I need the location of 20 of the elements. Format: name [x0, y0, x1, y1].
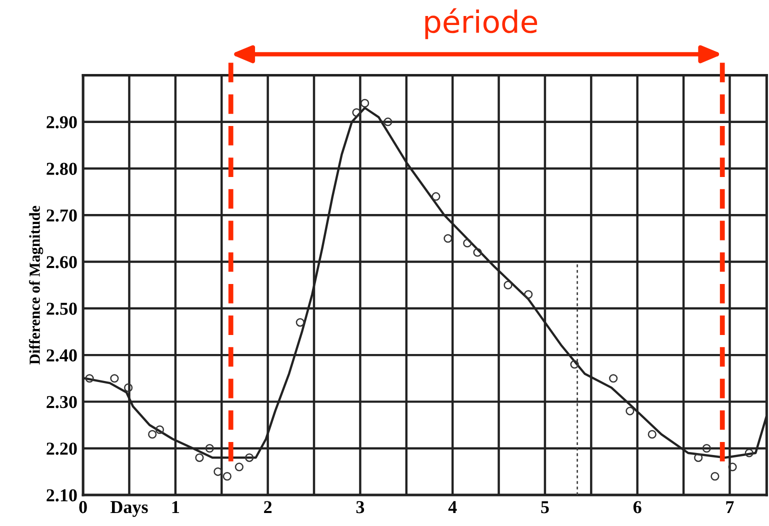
x-tick-label: 7: [726, 501, 734, 514]
x-tick-label: 1: [172, 501, 180, 514]
y-tick-label: 2.70: [46, 209, 77, 222]
text: période: [425, 8, 538, 40]
y-tick-label: 2.60: [46, 256, 77, 268]
x-tick-label: 0: [79, 501, 87, 514]
x-tick-label: 4: [448, 501, 457, 514]
y-tick-label: 2.20: [46, 442, 77, 455]
y-tick-label: 2.10: [46, 489, 77, 502]
y-tick-label: 2.30: [46, 396, 77, 408]
y-tick-label: 2.50: [46, 302, 77, 315]
y-axis-title: Difference of Magnitude: [28, 206, 44, 364]
x-tick-label: 2: [264, 501, 272, 514]
x-tick-label: 5: [541, 501, 549, 514]
x-tick-label: 3: [356, 501, 364, 514]
x-tick-label: Days: [110, 501, 148, 517]
y-tick-label: 2.80: [46, 162, 77, 176]
y-tick-label: 2.90: [46, 116, 77, 128]
y-tick-label: 2.40: [46, 349, 77, 362]
x-tick-label: 6: [633, 501, 642, 514]
